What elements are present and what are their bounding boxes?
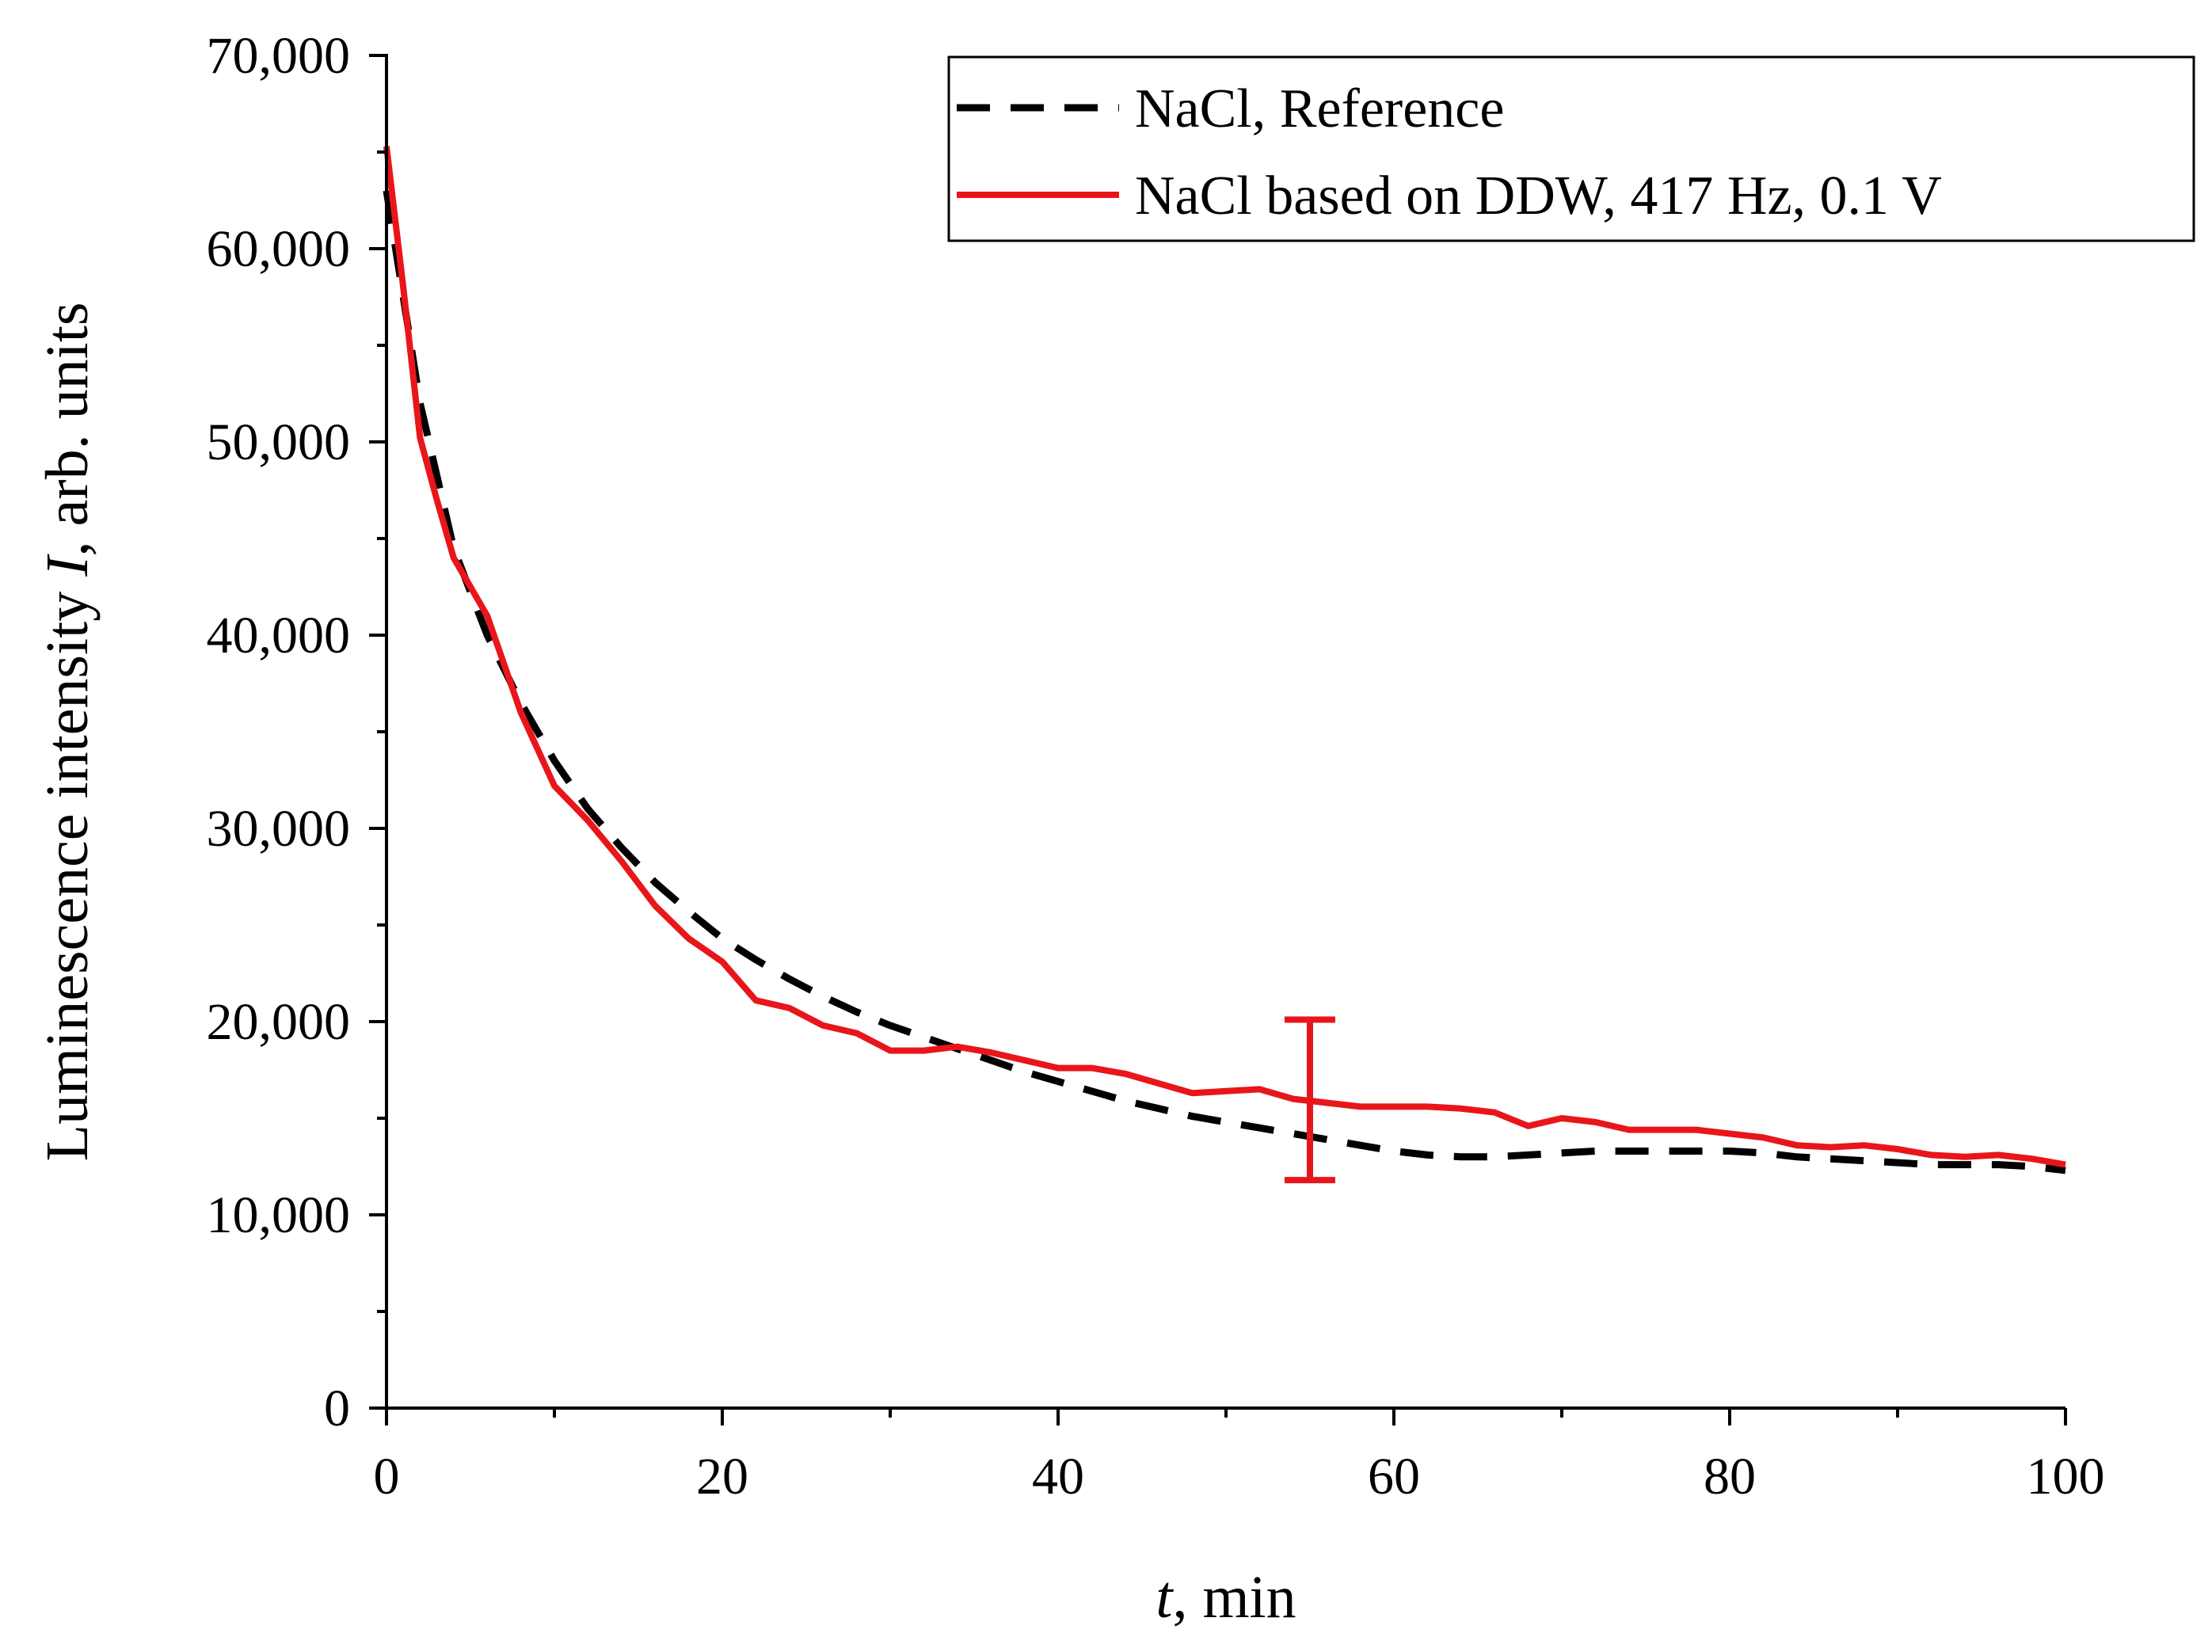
- y-tick-label: 50,000: [207, 413, 351, 471]
- legend-label-ddw: NaCl based on DDW, 417 Hz, 0.1 V: [1135, 166, 1942, 226]
- series-line-reference: [383, 190, 2066, 1174]
- error-bar-layer: [1285, 1016, 1335, 1184]
- x-tick-label: 40: [1032, 1448, 1084, 1505]
- y-tick-label: 60,000: [207, 220, 351, 278]
- axes-layer: 0 10,000 20,000 30,000 40,000 50,000 60,000 70,…: [207, 27, 2105, 1505]
- legend: NaCl, Reference NaCl based on DDW, 417 Hz…: [947, 55, 2195, 242]
- x-tick-label: 0: [374, 1448, 400, 1505]
- legend-box: [947, 55, 2195, 242]
- y-tick-label: 70,000: [207, 27, 351, 85]
- y-tick-label: 0: [324, 1380, 350, 1437]
- x-tick-label: 60: [1368, 1448, 1420, 1505]
- legend-label-reference: NaCl, Reference: [1135, 78, 1504, 139]
- y-tick-label: 40,000: [207, 607, 351, 664]
- axis-titles: t, min Luminescence intensity I, arb. uni…: [34, 303, 1296, 1631]
- y-tick-label: 30,000: [207, 800, 351, 858]
- y-tick-label: 20,000: [207, 993, 351, 1051]
- y-tick-label: 10,000: [207, 1186, 351, 1244]
- x-tick-label: 20: [696, 1448, 748, 1505]
- series-layer: [383, 146, 2066, 1174]
- x-tick-label: 80: [1704, 1448, 1756, 1505]
- x-tick-label: 100: [2027, 1448, 2105, 1505]
- y-axis-title: Luminescence intensity I, arb. units: [34, 303, 101, 1162]
- series-line-ddw: [383, 146, 2066, 1168]
- x-axis-title: t, min: [1155, 1564, 1296, 1631]
